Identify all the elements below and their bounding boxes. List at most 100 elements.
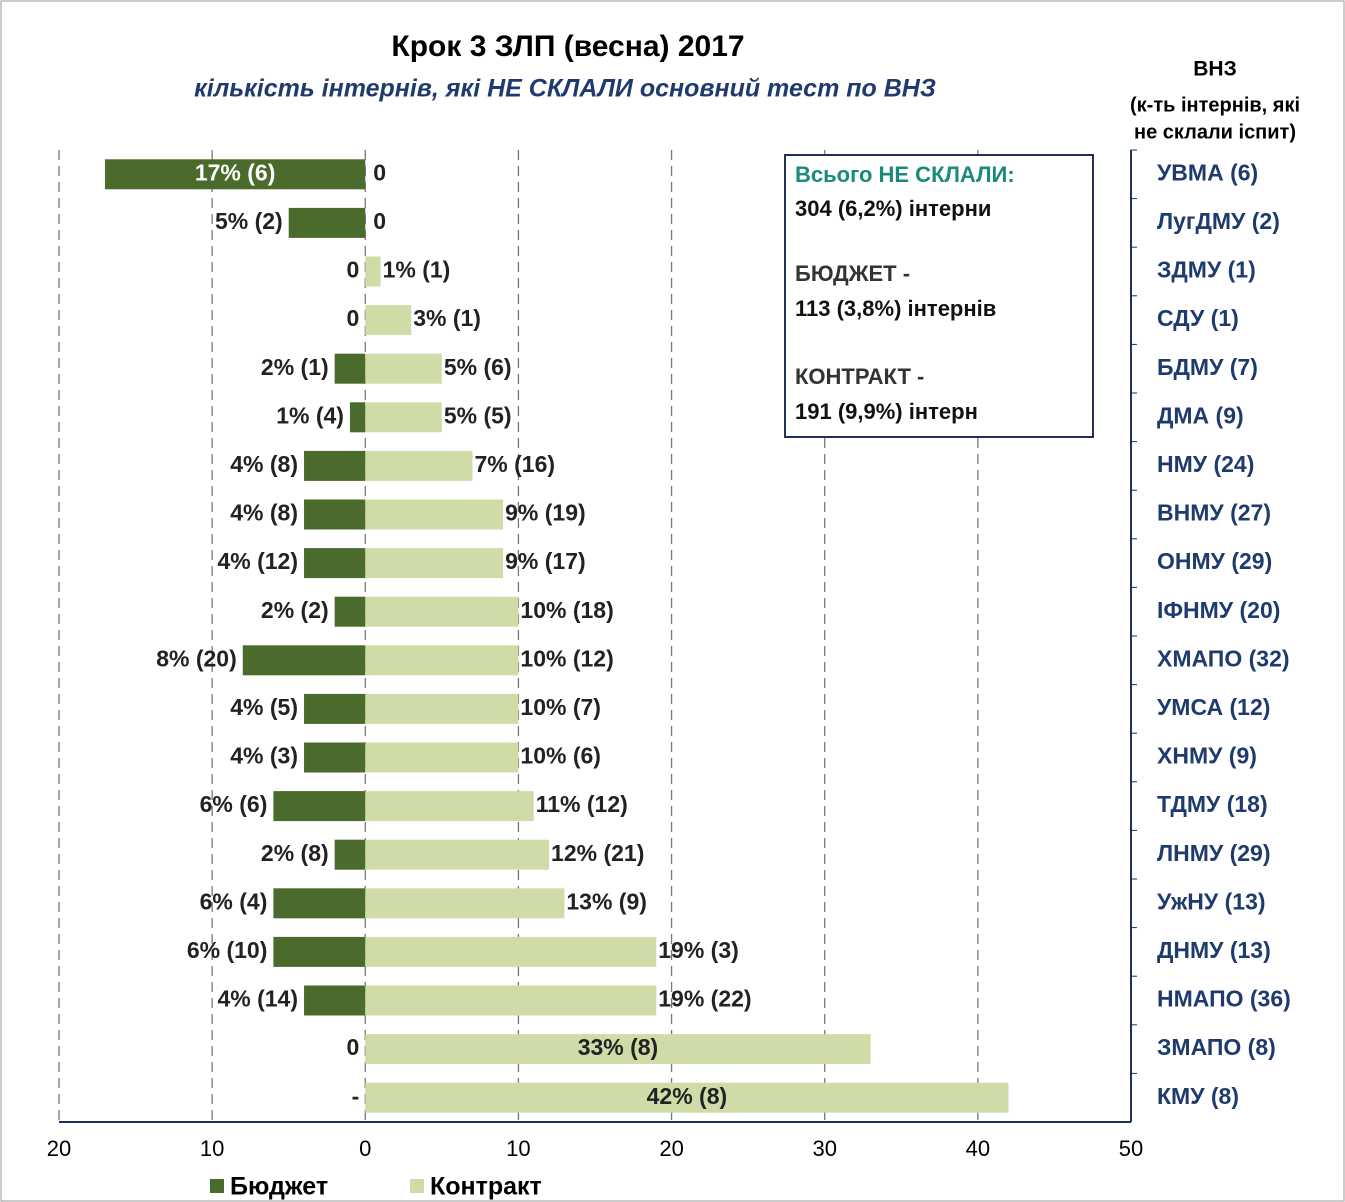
- x-tick-label: 30: [812, 1136, 836, 1161]
- bar-contract: [365, 499, 504, 530]
- legend-swatch: [410, 1179, 424, 1193]
- value-label: 0: [373, 159, 386, 185]
- value-label: 0: [373, 208, 386, 234]
- category-label: ВНМУ (27): [1157, 500, 1271, 526]
- value-label: 2% (2): [261, 597, 329, 623]
- value-label: 10% (6): [520, 743, 601, 769]
- x-tick-label: 0: [359, 1136, 371, 1161]
- category-label: ІФНМУ (20): [1157, 597, 1280, 623]
- value-label: 4% (12): [217, 548, 298, 574]
- bar-budget: [242, 645, 366, 676]
- value-label: 0: [346, 305, 359, 331]
- category-label: ХМАПО (32): [1157, 645, 1290, 671]
- category-label: ДНМУ (13): [1157, 937, 1271, 963]
- value-label: 2% (1): [261, 354, 329, 380]
- x-tick-label: 10: [200, 1136, 224, 1161]
- value-label: 12% (21): [551, 840, 644, 866]
- bar-budget: [273, 888, 366, 919]
- category-label: ОНМУ (29): [1157, 548, 1272, 574]
- bar-contract: [365, 936, 657, 967]
- value-label: 9% (17): [505, 548, 586, 574]
- value-label: 7% (16): [474, 451, 555, 477]
- bar-budget: [104, 159, 366, 190]
- legend-label: Бюджет: [230, 1173, 328, 1201]
- value-label: 1% (1): [383, 257, 451, 283]
- category-label: ХНМУ (9): [1157, 743, 1257, 769]
- value-label: 0: [346, 1034, 359, 1060]
- value-label: 10% (12): [520, 645, 613, 671]
- value-label: 5% (6): [444, 354, 512, 380]
- value-label: 8% (20): [156, 645, 237, 671]
- summary-line: 191 (9,9%) інтерн: [795, 399, 978, 424]
- bar-contract: [365, 693, 519, 724]
- value-label: 10% (7): [520, 694, 601, 720]
- bar-contract: [365, 548, 504, 579]
- value-label: 17% (6): [195, 159, 276, 185]
- value-label: 19% (3): [658, 937, 739, 963]
- summary-line: БЮДЖЕТ -: [795, 261, 910, 286]
- bar-budget: [349, 402, 366, 433]
- summary-line: КОНТРАКТ -: [795, 364, 924, 389]
- category-label: УжНУ (13): [1157, 888, 1266, 914]
- legend-label: Контракт: [430, 1173, 542, 1201]
- value-label: 33% (8): [578, 1034, 659, 1060]
- bar-contract: [365, 450, 473, 481]
- value-label: 10% (18): [520, 597, 613, 623]
- bar-budget: [304, 450, 366, 481]
- value-label: 4% (8): [230, 451, 298, 477]
- bar-budget: [304, 985, 366, 1016]
- x-tick-label: 10: [506, 1136, 530, 1161]
- bar-contract: [365, 645, 519, 676]
- bar-budget: [334, 839, 366, 870]
- value-label: 9% (19): [505, 500, 586, 526]
- bar-budget: [304, 548, 366, 579]
- value-label: 5% (5): [444, 402, 512, 428]
- bar-budget: [273, 791, 366, 822]
- bar-budget: [304, 499, 366, 530]
- value-label: 2% (8): [261, 840, 329, 866]
- value-label: 3% (1): [413, 305, 481, 331]
- bar-contract: [365, 256, 381, 287]
- bar-contract: [365, 1082, 1009, 1113]
- category-label: ЛНМУ (29): [1157, 840, 1271, 866]
- value-label: 13% (9): [566, 888, 647, 914]
- bar-budget: [288, 207, 366, 238]
- value-label: 5% (2): [215, 208, 283, 234]
- category-label: СДУ (1): [1157, 305, 1239, 331]
- bar-budget: [334, 596, 366, 627]
- category-label: ЗМАПО (8): [1157, 1034, 1276, 1060]
- bar-contract: [365, 353, 442, 384]
- bar-budget: [304, 742, 366, 773]
- bar-contract: [365, 305, 412, 336]
- right-header: не склали іспит): [1134, 121, 1296, 143]
- x-tick-label: 20: [47, 1136, 71, 1161]
- bar-budget: [304, 693, 366, 724]
- right-header: ВНЗ: [1193, 58, 1237, 81]
- value-label: 4% (14): [217, 986, 298, 1012]
- value-label: 4% (3): [230, 743, 298, 769]
- category-label: ДМА (9): [1157, 402, 1244, 428]
- value-label: 6% (4): [200, 888, 268, 914]
- bar-contract: [365, 791, 534, 822]
- value-label: 11% (12): [536, 791, 628, 817]
- value-label: -: [352, 1083, 360, 1109]
- summary-line: Всього НЕ СКЛАЛИ:: [795, 162, 1015, 187]
- bar-contract: [365, 888, 565, 919]
- category-label: ТДМУ (18): [1157, 791, 1268, 817]
- chart-title: Крок 3 ЗЛП (весна) 2017: [391, 30, 744, 63]
- right-header: (к-ть інтернів, які: [1130, 94, 1300, 116]
- summary-box: [784, 154, 1094, 438]
- category-label: ЛугДМУ (2): [1157, 208, 1280, 234]
- legend-swatch: [210, 1179, 224, 1193]
- summary-line: 304 (6,2%) інтерни: [795, 196, 991, 221]
- bar-contract: [365, 1034, 871, 1065]
- x-tick-label: 20: [659, 1136, 683, 1161]
- category-label: КМУ (8): [1157, 1083, 1239, 1109]
- category-label: НМАПО (36): [1157, 986, 1291, 1012]
- category-label: БДМУ (7): [1157, 354, 1258, 380]
- category-label: УВМА (6): [1157, 159, 1258, 185]
- value-label: 6% (10): [187, 937, 268, 963]
